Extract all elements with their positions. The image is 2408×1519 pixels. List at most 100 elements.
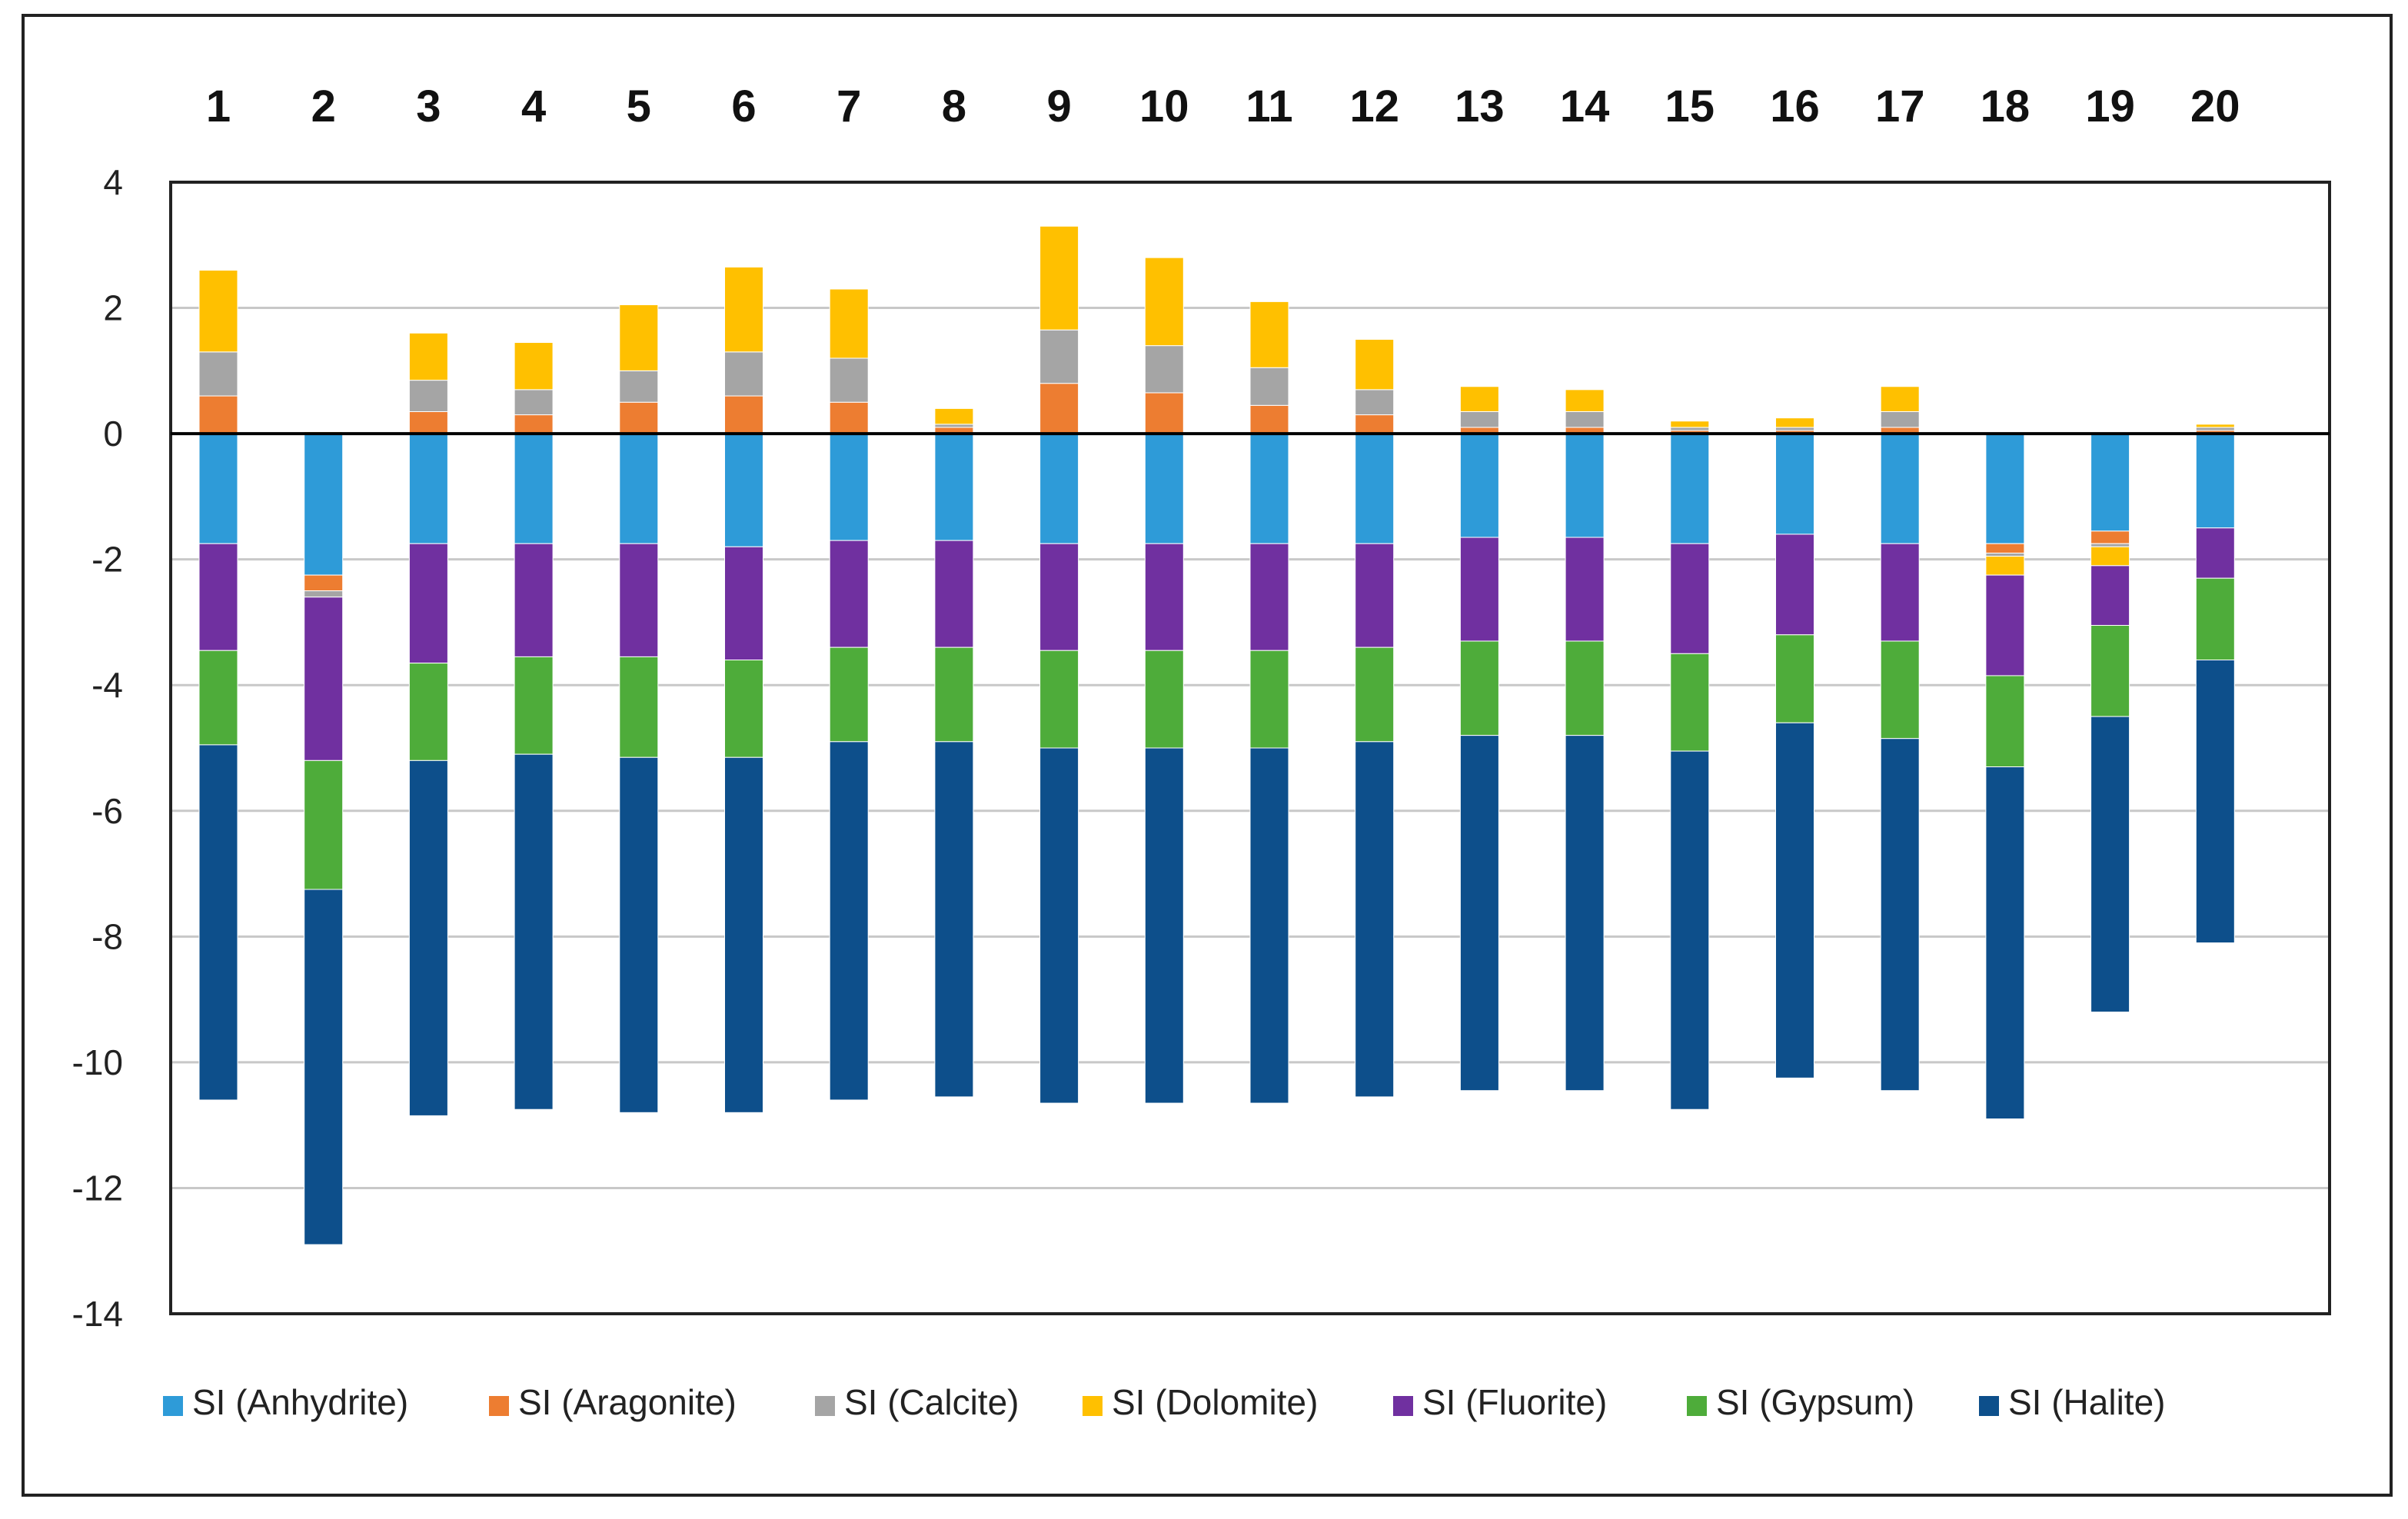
bar-segment-5-cat-7	[829, 540, 869, 648]
bar-stack-16	[1775, 417, 1814, 1079]
figure-frame	[22, 14, 2393, 1497]
bar-stack-20	[2195, 424, 2235, 944]
bar-segment-6-cat-18	[1985, 675, 2025, 768]
bar-segment-7-cat-14	[1565, 735, 1605, 1092]
legend: SI (Anhydrite) SI (Aragonite) SI (Calcite)…	[163, 1382, 2165, 1422]
bar-segment-7-cat-5	[619, 756, 659, 1113]
legend-swatch	[1083, 1396, 1103, 1416]
bar-segment-6-cat-2	[304, 760, 344, 890]
bar-stack-3	[408, 332, 448, 1116]
bar-stack-2	[304, 431, 344, 1245]
bar-segment-1-cat-18	[1985, 433, 2025, 544]
bar-segment-3-cat-19	[2090, 543, 2130, 547]
bar-segment-5-cat-2	[304, 597, 344, 761]
bar-segment-2-cat-5	[619, 401, 659, 434]
bar-segment-3-cat-20	[2195, 427, 2235, 431]
bar-segment-5-cat-19	[2090, 565, 2130, 627]
bar-segment-2-cat-2	[304, 574, 344, 592]
bar-stack-5	[619, 304, 659, 1113]
bar-segment-6-cat-19	[2090, 625, 2130, 717]
bar-stack-6	[724, 266, 763, 1113]
legend-item: SI (Halite)	[1979, 1382, 2165, 1422]
legend-item: SI (Fluorite)	[1393, 1382, 1607, 1422]
bar-segment-2-cat-12	[1355, 414, 1395, 434]
bar-segment-4-cat-8	[934, 407, 974, 425]
bar-segment-2-cat-7	[829, 401, 869, 434]
bar-segment-4-cat-20	[2195, 424, 2235, 428]
bar-segment-4-cat-18	[1985, 556, 2025, 576]
bar-segment-6-cat-6	[724, 660, 763, 758]
category-label: 14	[1560, 81, 1610, 131]
legend-swatch	[1979, 1396, 1999, 1416]
plot-area-border	[169, 181, 2331, 1315]
category-label: 11	[1246, 81, 1292, 131]
bar-segment-4-cat-3	[408, 332, 448, 381]
bar-segment-2-cat-9	[1039, 383, 1079, 434]
bar-segment-3-cat-14	[1565, 410, 1605, 428]
legend-label: SI (Dolomite)	[1112, 1382, 1318, 1422]
bar-segment-4-cat-5	[619, 304, 659, 371]
bar-stack-8	[934, 407, 974, 1098]
bar-segment-7-cat-13	[1459, 735, 1499, 1092]
bar-segment-7-cat-7	[829, 741, 869, 1101]
bar-segment-6-cat-20	[2195, 577, 2235, 661]
y-tick-label: -6	[91, 791, 123, 831]
category-label: 8	[942, 81, 966, 131]
bar-segment-3-cat-18	[1985, 552, 2025, 557]
bar-stack-14	[1565, 389, 1605, 1092]
bar-segment-7-cat-9	[1039, 747, 1079, 1104]
bar-segment-1-cat-1	[198, 433, 238, 544]
bar-segment-6-cat-3	[408, 663, 448, 761]
bar-segment-2-cat-6	[724, 395, 763, 434]
bar-segment-1-cat-4	[514, 433, 554, 544]
bar-segment-6-cat-15	[1670, 653, 1710, 752]
bar-segment-1-cat-12	[1355, 433, 1395, 544]
bar-segment-1-cat-11	[1249, 433, 1289, 544]
category-label: 7	[836, 81, 861, 131]
bar-segment-6-cat-1	[198, 650, 238, 746]
category-label: 2	[311, 81, 336, 131]
bar-segment-2-cat-10	[1144, 392, 1184, 434]
bar-segment-4-cat-16	[1775, 417, 1814, 428]
bar-stack-18	[1985, 433, 2025, 1119]
category-label: 3	[416, 81, 441, 131]
legend-swatch	[489, 1396, 509, 1416]
bar-segment-7-cat-16	[1775, 722, 1814, 1079]
bar-segment-7-cat-3	[408, 760, 448, 1116]
bar-segment-3-cat-10	[1144, 345, 1184, 394]
category-label: 16	[1770, 81, 1820, 131]
bar-segment-4-cat-6	[724, 266, 763, 353]
bar-segment-1-cat-20	[2195, 433, 2235, 529]
bar-segment-5-cat-8	[934, 540, 974, 648]
category-label: 10	[1139, 81, 1189, 131]
bar-segment-4-cat-13	[1459, 386, 1499, 412]
bar-segment-3-cat-9	[1039, 329, 1079, 384]
bar-segment-7-cat-17	[1880, 738, 1920, 1092]
bar-segment-4-cat-17	[1880, 386, 1920, 412]
bar-segment-7-cat-12	[1355, 741, 1395, 1098]
bar-segment-4-cat-1	[198, 269, 238, 353]
bar-segment-1-cat-3	[408, 433, 448, 544]
bar-segment-6-cat-11	[1249, 650, 1289, 749]
category-labels: 1 2 3 4 5 6 7 8 9 10 11 12 13 14 15 16 17 18 19 20	[206, 81, 2240, 131]
bar-segment-3-cat-3	[408, 380, 448, 412]
bar-segment-5-cat-18	[1985, 574, 2025, 676]
bar-segment-3-cat-16	[1775, 427, 1814, 431]
bar-segment-5-cat-16	[1775, 533, 1814, 636]
bar-segment-1-cat-5	[619, 433, 659, 544]
category-label: 13	[1455, 81, 1505, 131]
bar-segment-7-cat-19	[2090, 716, 2130, 1012]
bar-segment-1-cat-6	[724, 433, 763, 547]
bar-segment-7-cat-15	[1670, 750, 1710, 1110]
bar-segment-4-cat-11	[1249, 301, 1289, 368]
bar-segment-5-cat-6	[724, 546, 763, 661]
legend-item: SI (Gypsum)	[1687, 1382, 1914, 1422]
legend-item: SI (Aragonite)	[489, 1382, 737, 1422]
bar-segment-1-cat-14	[1565, 433, 1605, 538]
bar-segment-5-cat-15	[1670, 543, 1710, 654]
bar-segment-5-cat-4	[514, 543, 554, 657]
bar-segment-6-cat-7	[829, 646, 869, 743]
bar-segment-5-cat-12	[1355, 543, 1395, 648]
y-tick-label: -14	[72, 1294, 123, 1334]
